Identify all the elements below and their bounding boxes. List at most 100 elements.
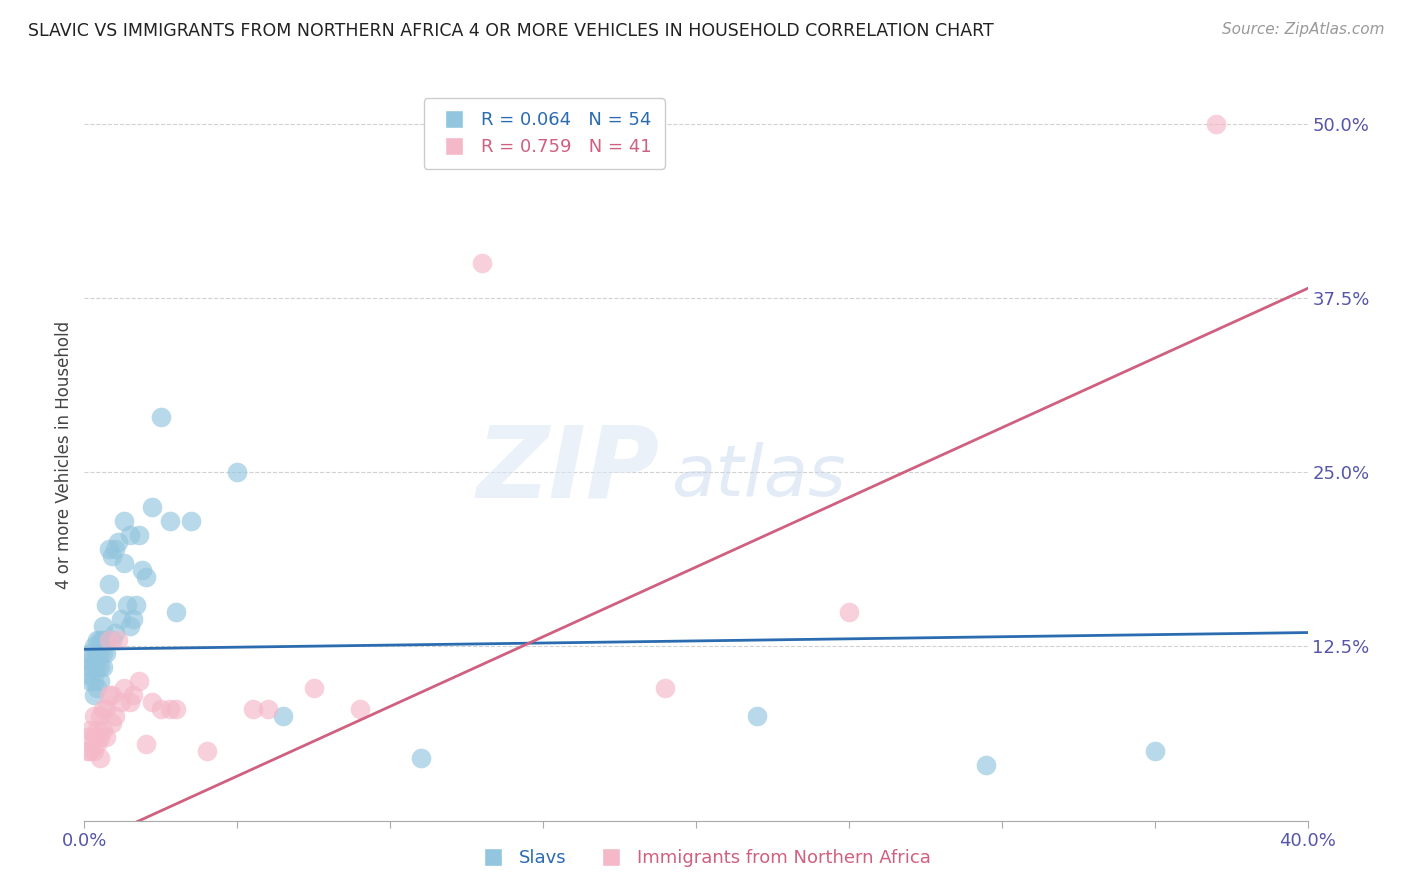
Point [76, 744, 98, 758]
Point [94, 647, 117, 661]
Point [165, 605, 187, 619]
Point [91, 660, 114, 674]
Point [159, 514, 181, 528]
Point [135, 570, 157, 584]
Point [89, 730, 111, 744]
Point [195, 744, 218, 758]
Point [112, 681, 135, 696]
Point [107, 535, 129, 549]
Point [120, 528, 142, 542]
Point [101, 549, 124, 563]
Point [76, 653, 98, 667]
Point [149, 702, 172, 716]
Point [110, 612, 132, 626]
Point [89, 647, 111, 661]
Point [349, 702, 371, 716]
Point [180, 514, 202, 528]
Point [91, 647, 114, 661]
Point [89, 709, 111, 723]
Point [83, 709, 105, 723]
Point [471, 256, 494, 270]
Point [83, 674, 105, 689]
Point [94, 632, 117, 647]
Point [89, 660, 111, 674]
Point [120, 618, 142, 632]
Point [94, 730, 117, 744]
Point [97, 688, 120, 702]
Point [409, 751, 432, 765]
Point [101, 688, 124, 702]
Point [115, 598, 138, 612]
Point [110, 695, 132, 709]
Point [89, 674, 111, 689]
Point [101, 632, 124, 647]
Point [86, 723, 108, 737]
Text: Source: ZipAtlas.com: Source: ZipAtlas.com [1222, 22, 1385, 37]
Point [149, 409, 172, 424]
Point [89, 632, 111, 647]
Legend: Slavs, Immigrants from Northern Africa: Slavs, Immigrants from Northern Africa [468, 842, 938, 874]
Point [97, 576, 120, 591]
Point [91, 618, 114, 632]
Point [76, 667, 98, 681]
Point [128, 528, 150, 542]
Point [83, 640, 105, 654]
Point [79, 647, 101, 661]
Point [654, 681, 676, 696]
Point [165, 702, 187, 716]
Point [91, 632, 114, 647]
Point [83, 744, 105, 758]
Point [97, 541, 120, 556]
Point [112, 556, 135, 570]
Point [122, 612, 145, 626]
Point [257, 702, 280, 716]
Point [91, 702, 114, 716]
Point [91, 723, 114, 737]
Point [1205, 117, 1227, 131]
Text: SLAVIC VS IMMIGRANTS FROM NORTHERN AFRICA 4 OR MORE VEHICLES IN HOUSEHOLD CORREL: SLAVIC VS IMMIGRANTS FROM NORTHERN AFRIC… [28, 22, 994, 40]
Point [97, 632, 120, 647]
Point [79, 660, 101, 674]
Point [79, 674, 101, 689]
Point [101, 716, 124, 731]
Point [86, 632, 108, 647]
Point [104, 625, 127, 640]
Point [104, 541, 127, 556]
Point [86, 681, 108, 696]
Point [271, 709, 294, 723]
Point [107, 632, 129, 647]
Point [83, 660, 105, 674]
Point [86, 660, 108, 674]
Point [125, 598, 148, 612]
Point [141, 695, 163, 709]
Point [120, 695, 142, 709]
Point [112, 514, 135, 528]
Point [86, 737, 108, 751]
Text: ZIP: ZIP [477, 421, 659, 518]
Point [94, 702, 117, 716]
Point [83, 653, 105, 667]
Point [94, 598, 117, 612]
Point [83, 688, 105, 702]
Legend: R = 0.064   N = 54, R = 0.759   N = 41: R = 0.064 N = 54, R = 0.759 N = 41 [423, 98, 665, 169]
Point [838, 605, 860, 619]
Point [159, 702, 181, 716]
Point [89, 751, 111, 765]
Point [86, 647, 108, 661]
Point [131, 563, 153, 577]
Point [302, 681, 325, 696]
Point [976, 758, 998, 772]
Point [128, 674, 150, 689]
Point [83, 730, 105, 744]
Point [79, 723, 101, 737]
Point [79, 744, 101, 758]
Text: atlas: atlas [672, 442, 846, 511]
Point [242, 702, 264, 716]
Point [122, 688, 145, 702]
Point [76, 730, 98, 744]
Point [1143, 744, 1166, 758]
Point [141, 500, 163, 515]
Point [135, 737, 157, 751]
Point [104, 709, 127, 723]
Y-axis label: 4 or more Vehicles in Household: 4 or more Vehicles in Household [55, 321, 73, 589]
